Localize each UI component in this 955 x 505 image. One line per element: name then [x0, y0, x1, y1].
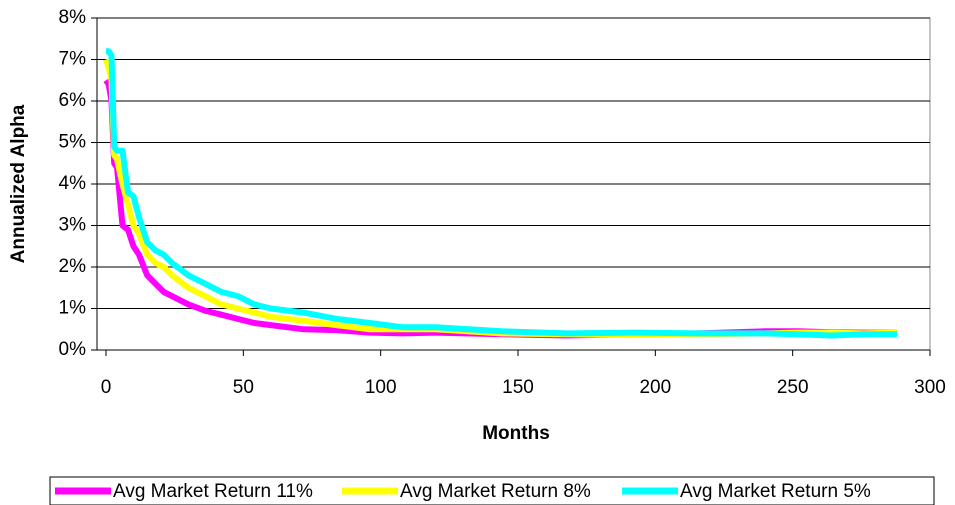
legend-label: Avg Market Return 5% [680, 481, 871, 502]
series-line [105, 48, 897, 339]
y-tick-label: 4% [59, 173, 87, 194]
x-tick-label: 300 [914, 377, 946, 398]
y-tick-label: 1% [59, 298, 87, 319]
y-tick-label: 3% [59, 215, 87, 236]
x-tick-label: 0 [101, 377, 112, 398]
y-axis-title: Annualized Alpha [8, 104, 29, 263]
y-tick-label: 6% [59, 90, 87, 111]
x-tick-label: 50 [233, 377, 254, 398]
legend-label: Avg Market Return 11% [113, 481, 313, 502]
y-tick-label: 0% [59, 339, 87, 360]
y-tick-label: 2% [59, 256, 87, 277]
x-tick-label: 250 [777, 377, 809, 398]
legend-label: Avg Market Return 8% [400, 481, 591, 502]
x-axis-title: Months [482, 423, 550, 444]
y-tick-label: 5% [59, 132, 87, 153]
legend [49, 476, 935, 505]
x-tick-label: 150 [502, 377, 534, 398]
y-tick-label: 8% [59, 7, 87, 28]
y-tick-label: 7% [59, 49, 87, 70]
series-line [103, 78, 897, 339]
x-tick-label: 100 [365, 377, 397, 398]
x-tick-label: 200 [639, 377, 671, 398]
